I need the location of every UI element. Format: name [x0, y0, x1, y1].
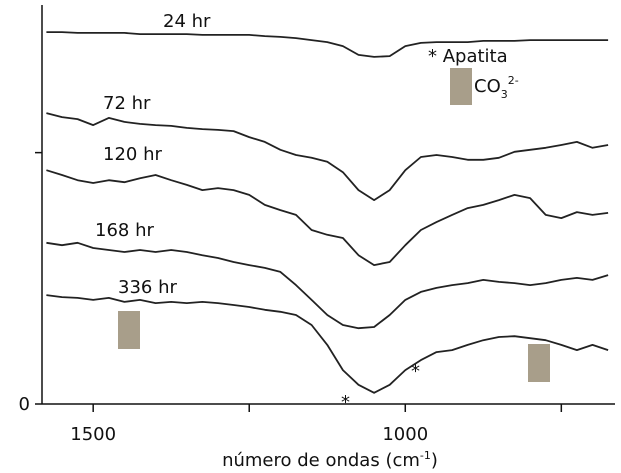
spectrum-line	[46, 31, 609, 58]
series-label: 168 hr	[95, 220, 154, 241]
y-tick-label: 0	[19, 394, 30, 415]
spectrum-line	[46, 112, 609, 201]
x-tick-label: 1500	[70, 424, 116, 445]
spectrum-line	[46, 241, 609, 330]
x-axis-label: número de ondas (cm-1)	[222, 449, 438, 471]
spectrum-line	[46, 294, 609, 394]
band-swatch	[528, 344, 550, 382]
x-tick-label: 1000	[382, 424, 428, 445]
series-label: 120 hr	[103, 144, 162, 165]
annotation: CO32-	[474, 74, 519, 101]
annotation: * Apatita	[428, 46, 508, 67]
band-swatch	[450, 68, 472, 105]
asterisk: *	[341, 392, 350, 413]
series-label: 336 hr	[118, 277, 177, 298]
series-label: 24 hr	[163, 11, 211, 32]
asterisk: *	[411, 361, 420, 382]
band-swatch	[118, 311, 140, 349]
spectrum-line	[46, 169, 609, 266]
series-label: 72 hr	[103, 93, 151, 114]
